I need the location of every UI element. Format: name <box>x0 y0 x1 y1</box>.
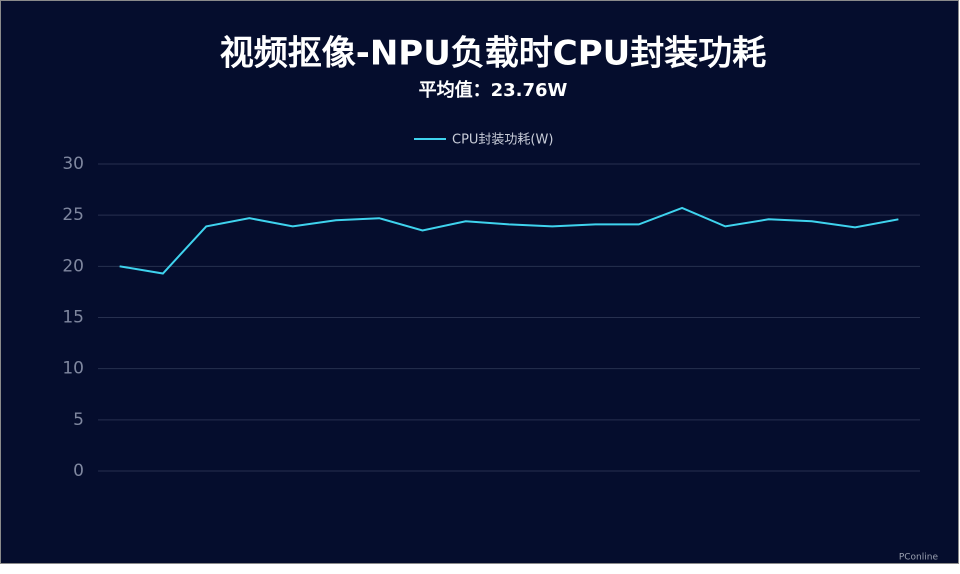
y-tick-label: 0 <box>73 461 84 481</box>
y-tick-label: 25 <box>62 205 84 225</box>
data-line <box>119 206 899 275</box>
y-tick-label: 15 <box>62 308 84 328</box>
watermark: PConline <box>899 553 939 563</box>
chart-title: 视频抠像-NPU负载时CPU封装功耗 <box>220 34 767 74</box>
y-tick-label: 5 <box>73 410 84 430</box>
y-tick-label: 20 <box>62 256 84 276</box>
y-tick-label: 30 <box>62 154 84 174</box>
legend-label: CPU封装功耗(W) <box>452 133 553 148</box>
y-tick-label: 10 <box>62 359 84 379</box>
chart-subtitle: 平均值：23.76W <box>419 79 568 101</box>
